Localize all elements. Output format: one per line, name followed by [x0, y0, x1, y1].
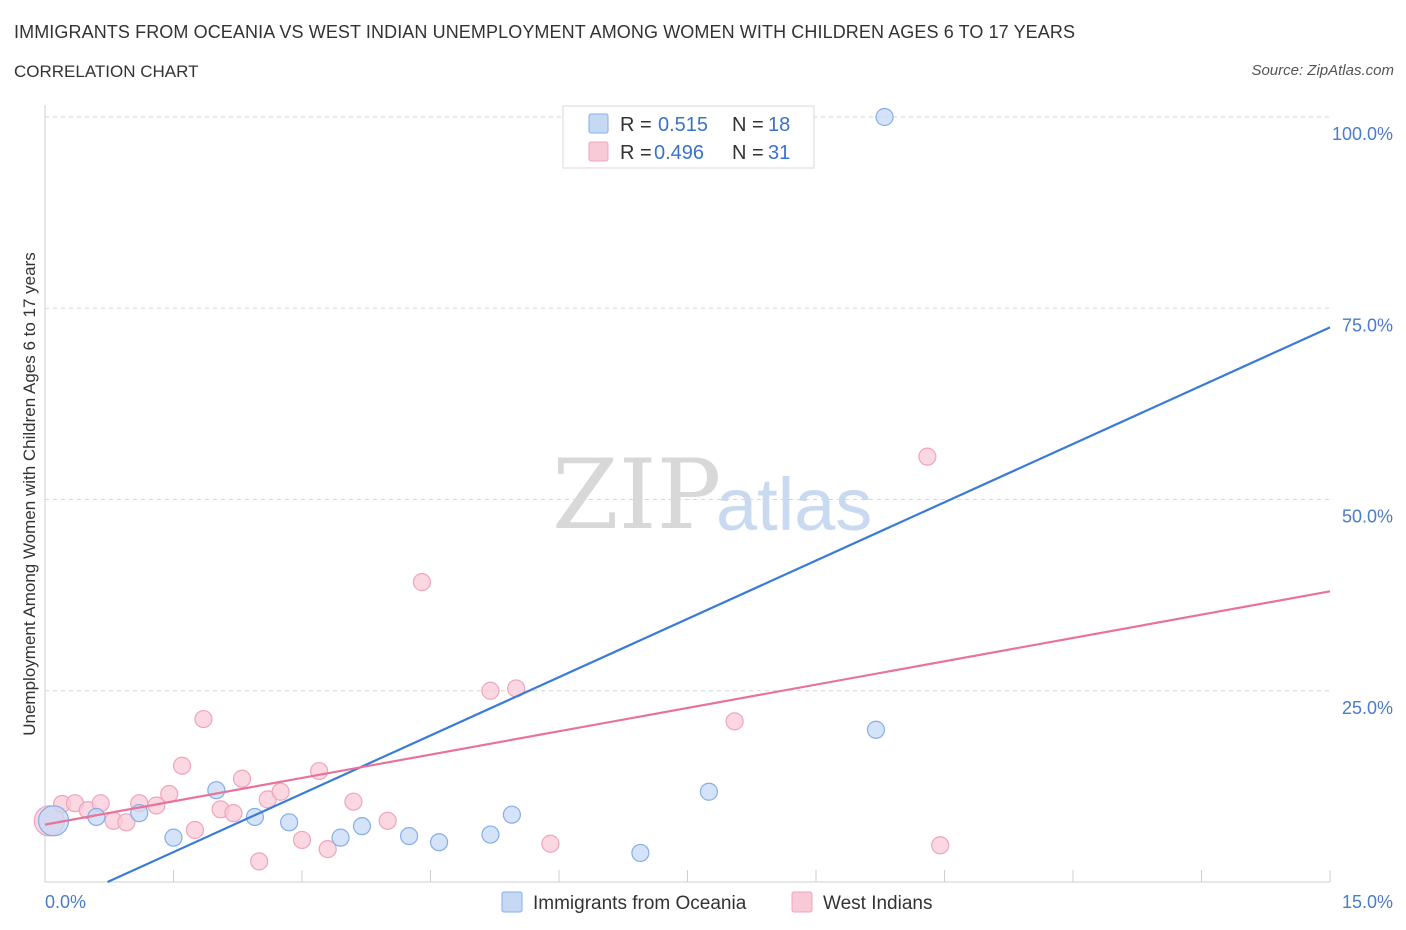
oceania-trend-line	[107, 326, 1331, 884]
west-indians-point	[412, 573, 432, 592]
y-tick-label-75: 75.0%	[1342, 315, 1393, 335]
west-indians-point	[172, 756, 192, 775]
oceania-point	[481, 825, 500, 844]
gridlines	[45, 116, 1330, 692]
oceania-point	[164, 828, 183, 847]
x-tick-label-min: 0.0%	[45, 892, 86, 912]
legend-swatch-west-indians	[588, 141, 609, 162]
legend-n-value-west-indians: 31	[768, 142, 790, 164]
legend-r-value-oceania: 0.515	[658, 114, 708, 136]
source-credit: Source: ZipAtlas.com	[1251, 62, 1394, 79]
west-indians-point	[292, 830, 312, 850]
legend-n-label-oceania: N =	[732, 114, 764, 136]
oceania-point	[399, 826, 419, 846]
west-indians-point	[185, 820, 205, 840]
west-indians-point	[541, 834, 560, 853]
west-indians-point	[271, 782, 290, 801]
correlation-legend: R = 0.515 N = 18 R = 0.496 N = 31	[562, 105, 815, 169]
west-indians-point	[931, 836, 950, 855]
x-tick-label-max: 15.0%	[1342, 892, 1393, 912]
series-legend-swatch-oceania	[501, 891, 523, 913]
west-indians-trend-line	[44, 590, 1331, 826]
chart-subtitle: CORRELATION CHART	[14, 62, 199, 81]
y-tick-labels: 25.0% 50.0% 75.0% 100.0%	[1332, 124, 1393, 718]
trend-lines	[44, 326, 1331, 884]
oceania-point	[429, 833, 449, 852]
y-tick-label-50: 50.0%	[1342, 507, 1393, 527]
oceania-point	[875, 107, 894, 127]
series-legend-label-oceania: Immigrants from Oceania	[533, 893, 747, 914]
series-oceania-points	[37, 107, 894, 863]
west-indians-point	[344, 792, 363, 811]
y-axis-label: Unemployment Among Women with Children A…	[20, 252, 39, 736]
legend-r-label-oceania: R =	[620, 114, 652, 136]
legend-n-value-oceania: 18	[768, 114, 790, 136]
y-tick-label-100: 100.0%	[1332, 124, 1393, 144]
legend-r-value-west-indians: 0.496	[654, 142, 704, 164]
series-legend: Immigrants from Oceania West Indians	[501, 891, 932, 914]
west-indians-point	[117, 813, 136, 832]
series-legend-label-west-indians: West Indians	[823, 893, 932, 914]
west-indians-point	[224, 804, 243, 823]
watermark: ZIP atlas	[552, 439, 872, 551]
west-indians-point	[250, 852, 269, 871]
oceania-point	[352, 817, 372, 836]
chart-title: IMMIGRANTS FROM OCEANIA VS WEST INDIAN U…	[14, 22, 1076, 42]
west-indians-point	[232, 769, 252, 788]
series-legend-swatch-west-indians	[791, 891, 813, 913]
west-indians-point	[481, 681, 500, 700]
x-axis-ticks	[173, 870, 1331, 882]
oceania-point	[502, 805, 521, 824]
west-indians-point	[378, 811, 397, 830]
oceania-point	[331, 828, 350, 847]
west-indians-point	[318, 840, 337, 859]
oceania-point	[631, 843, 650, 863]
oceania-point	[866, 720, 886, 739]
oceania-point	[280, 813, 299, 832]
oceania-point	[699, 782, 719, 801]
legend-n-label-west-indians: N =	[732, 142, 764, 164]
oceania-point	[207, 781, 226, 800]
legend-r-label-west-indians: R =	[620, 142, 652, 164]
west-indians-point	[725, 712, 744, 731]
legend-swatch-oceania	[588, 113, 609, 134]
west-indians-point	[194, 709, 213, 729]
y-tick-label-25: 25.0%	[1342, 698, 1393, 718]
watermark-atlas: atlas	[716, 463, 872, 546]
watermark-zip: ZIP	[552, 439, 721, 551]
west-indians-point	[918, 447, 937, 466]
series-west-indians-points	[33, 447, 950, 871]
